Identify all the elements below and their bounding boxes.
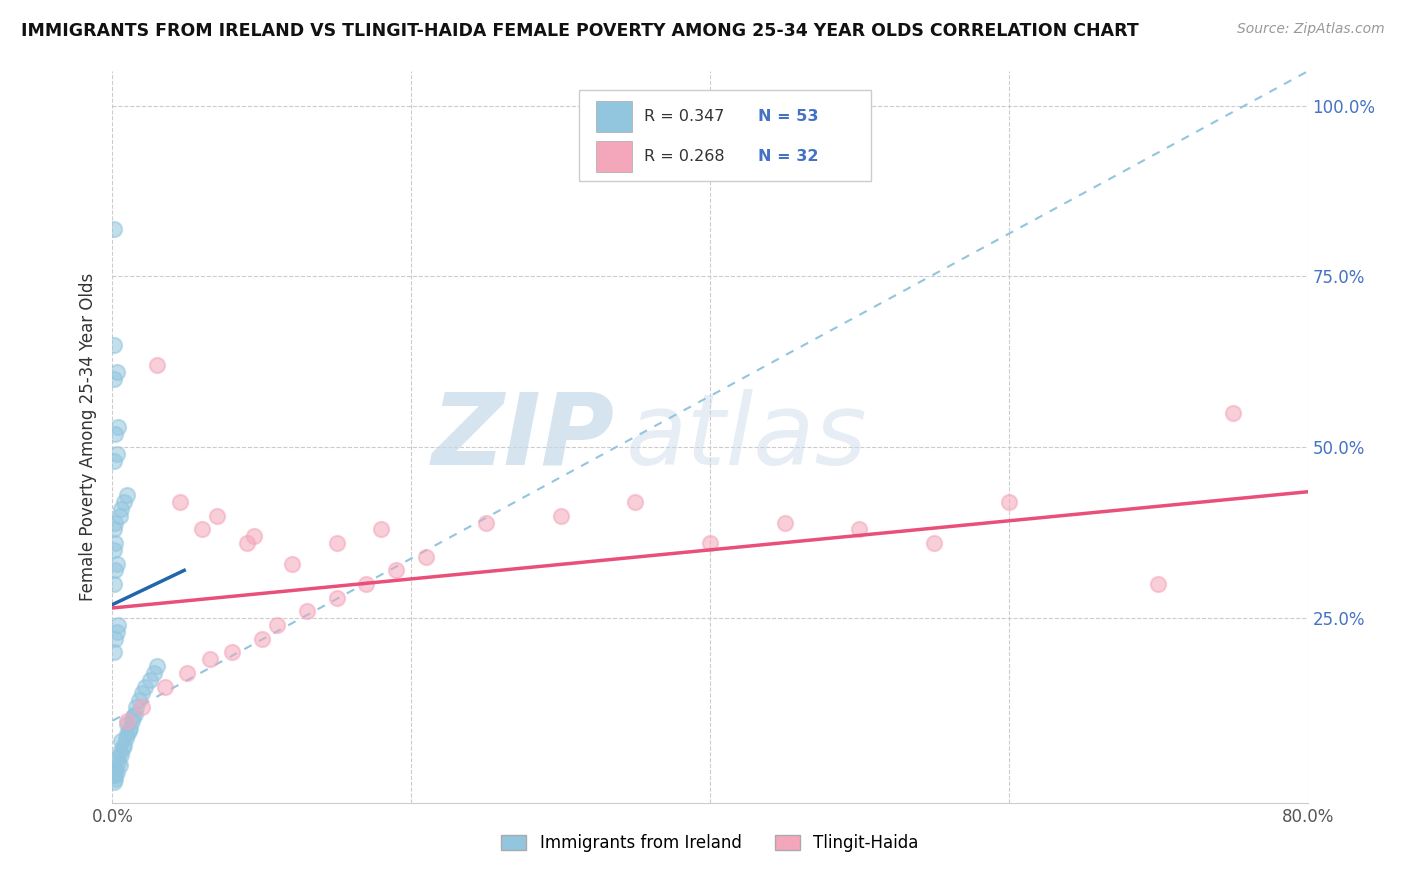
Point: [1222, 406, 1244, 420]
Point: [266, 618, 288, 632]
Point: [108, 508, 131, 523]
Point: [107, 755, 129, 769]
Point: [103, 645, 125, 659]
Point: [104, 632, 127, 646]
Point: [205, 508, 228, 523]
Point: [120, 721, 142, 735]
Text: ZIP: ZIP: [432, 389, 614, 485]
Point: [103, 454, 125, 468]
Text: R = 0.268: R = 0.268: [644, 149, 725, 164]
Point: [295, 604, 318, 618]
Point: [115, 731, 138, 745]
Point: [191, 522, 214, 536]
Point: [105, 624, 128, 639]
Y-axis label: Female Poverty Among 25-34 Year Olds: Female Poverty Among 25-34 Year Olds: [79, 273, 97, 601]
Point: [110, 501, 132, 516]
Point: [122, 710, 145, 724]
Point: [117, 727, 139, 741]
Text: N = 32: N = 32: [758, 149, 818, 164]
Bar: [596, 102, 633, 132]
Point: [104, 772, 127, 786]
Point: [117, 717, 139, 731]
Point: [131, 686, 153, 700]
Point: [103, 221, 125, 235]
Point: [550, 508, 572, 523]
Point: [107, 618, 129, 632]
Point: [134, 680, 156, 694]
Point: [243, 529, 266, 543]
Point: [998, 495, 1021, 509]
Legend: Immigrants from Ireland, Tlingit-Haida: Immigrants from Ireland, Tlingit-Haida: [494, 826, 927, 860]
Text: N = 53: N = 53: [758, 110, 818, 124]
Point: [117, 714, 139, 728]
Point: [121, 714, 143, 728]
Text: Source: ZipAtlas.com: Source: ZipAtlas.com: [1237, 22, 1385, 37]
Bar: [596, 141, 633, 172]
Point: [250, 632, 273, 646]
Point: [125, 700, 148, 714]
Point: [104, 536, 127, 550]
Text: atlas: atlas: [627, 389, 868, 485]
Point: [105, 447, 128, 461]
Point: [104, 762, 127, 776]
Point: [624, 495, 647, 509]
Point: [104, 426, 127, 441]
Point: [104, 768, 127, 782]
Point: [169, 495, 191, 509]
Point: [103, 765, 125, 780]
Point: [415, 549, 437, 564]
Point: [146, 359, 169, 373]
Point: [198, 652, 221, 666]
Point: [922, 536, 945, 550]
Point: [1147, 577, 1170, 591]
Point: [110, 734, 132, 748]
Point: [107, 420, 129, 434]
Point: [103, 338, 125, 352]
Point: [105, 751, 128, 765]
Point: [139, 673, 162, 687]
Point: [153, 680, 176, 694]
Point: [111, 741, 134, 756]
Point: [103, 542, 125, 557]
Point: [773, 516, 796, 530]
Point: [103, 768, 125, 782]
Point: [108, 745, 131, 759]
Text: R = 0.347: R = 0.347: [644, 110, 724, 124]
Point: [103, 522, 125, 536]
Point: [105, 765, 128, 780]
Point: [370, 522, 392, 536]
Point: [108, 758, 131, 772]
Point: [118, 724, 141, 739]
Point: [114, 738, 135, 752]
FancyBboxPatch shape: [579, 90, 872, 181]
Point: [103, 577, 125, 591]
Point: [325, 591, 347, 605]
Point: [124, 706, 146, 721]
Point: [117, 488, 139, 502]
Point: [114, 495, 135, 509]
Text: IMMIGRANTS FROM IRELAND VS TLINGIT-HAIDA FEMALE POVERTY AMONG 25-34 YEAR OLDS CO: IMMIGRANTS FROM IRELAND VS TLINGIT-HAIDA…: [21, 22, 1139, 40]
Point: [325, 536, 347, 550]
Point: [221, 645, 243, 659]
Point: [103, 372, 125, 386]
Point: [104, 563, 127, 577]
Point: [475, 516, 498, 530]
Point: [131, 700, 153, 714]
Point: [110, 747, 132, 762]
Point: [356, 577, 378, 591]
Point: [146, 659, 169, 673]
Point: [103, 775, 125, 789]
Point: [105, 365, 128, 379]
Point: [848, 522, 870, 536]
Point: [143, 665, 166, 680]
Point: [128, 693, 150, 707]
Point: [385, 563, 408, 577]
Point: [104, 516, 127, 530]
Point: [236, 536, 259, 550]
Point: [699, 536, 721, 550]
Point: [105, 557, 128, 571]
Point: [281, 557, 304, 571]
Point: [176, 665, 198, 680]
